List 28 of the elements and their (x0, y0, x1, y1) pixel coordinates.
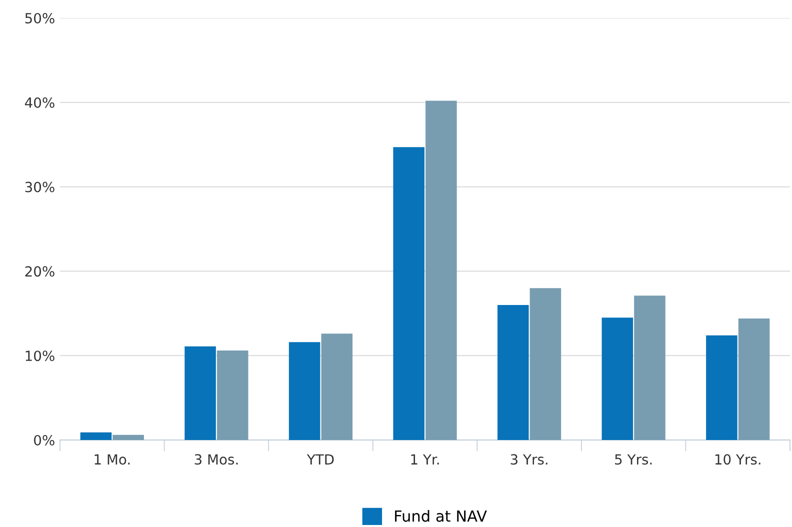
y-tick-label: 50% (25, 12, 54, 24)
x-tick-label: 1 Yr. (411, 454, 439, 464)
bar (497, 304, 529, 440)
bar (184, 346, 216, 440)
x-tick-label: 1 Mo. (94, 454, 130, 465)
y-tick-label: 0% (34, 434, 54, 446)
bar (112, 434, 144, 440)
bar (393, 147, 424, 440)
bar (288, 342, 320, 440)
legend-label: Fund at NAV (395, 510, 487, 522)
y-tick-label: 10% (26, 350, 54, 362)
x-tick-label: 10 Yrs. (715, 454, 760, 465)
x-tick-label: 3 Yrs. (510, 454, 548, 465)
bar (602, 318, 634, 440)
x-tick-label: 3 Mos. (194, 454, 238, 465)
bar (530, 288, 562, 440)
bar (706, 335, 738, 440)
bar (321, 334, 353, 440)
y-tick-label: 30% (25, 182, 54, 192)
y-tick-label: 20% (25, 266, 54, 277)
bar (80, 432, 112, 440)
bar (738, 318, 770, 440)
x-tick-label: YTD (306, 454, 334, 464)
bar (216, 350, 248, 440)
bar (426, 100, 457, 440)
y-tick-label: 40% (24, 97, 54, 108)
x-tick-label: 5 Yrs. (615, 454, 652, 465)
bar (634, 296, 666, 440)
